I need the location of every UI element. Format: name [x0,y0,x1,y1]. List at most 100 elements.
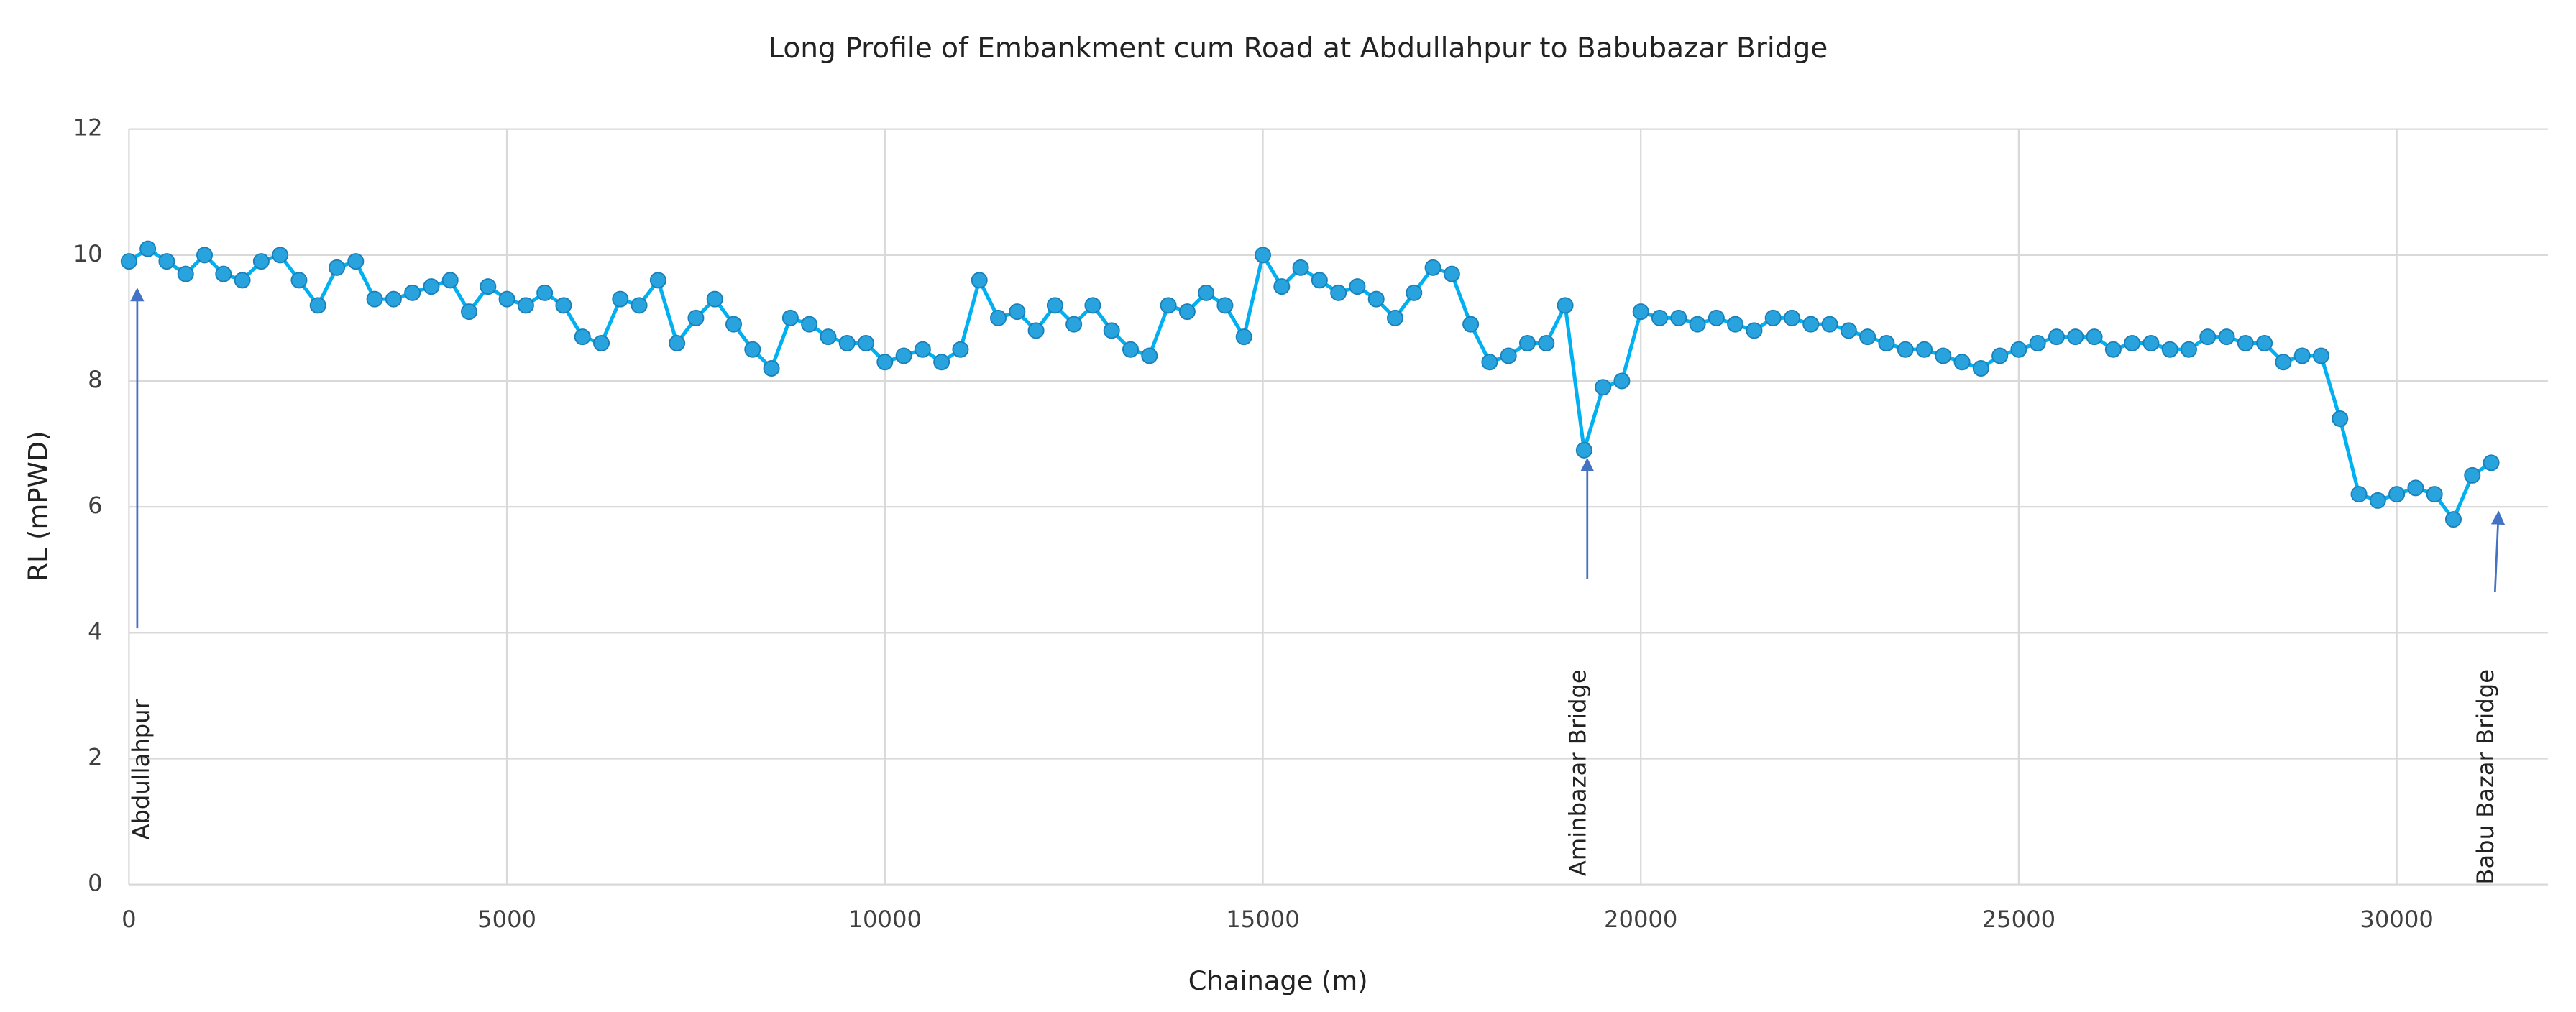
data-point [498,290,515,308]
data-point [1727,316,1744,333]
data-point [763,359,780,377]
data-point [309,297,326,314]
data-point [2256,334,2273,351]
data-point [1424,259,1441,276]
data-point [1103,322,1120,339]
data-point [1953,354,1971,371]
data-point [215,265,232,282]
data-point [1557,297,1574,314]
data-point [838,334,856,351]
data-point [536,284,554,301]
data-point [669,334,686,351]
arrow [2490,510,2506,592]
x-axis-title: Chainage (m) [1188,965,1368,996]
data-point [234,272,251,289]
data-point [404,284,421,301]
plot [120,240,2500,528]
data-point [971,272,988,289]
data-point [1311,272,1328,289]
data-point [2426,486,2443,503]
data-point [1764,309,1782,326]
data-point [1235,328,1252,346]
data-point [593,334,610,351]
data-point [555,297,572,314]
data-point [2010,341,2027,358]
data-point [1915,341,1933,358]
x-tick-label: 0 [122,906,136,933]
data-point [1651,309,1668,326]
data-point [1538,334,1555,351]
data-point [1009,303,1026,321]
data-point [1027,322,1045,339]
chart-title: Long Profile of Embankment cum Road at A… [768,32,1828,65]
data-point [725,316,743,333]
data-point [1783,309,1800,326]
x-tick-label: 10000 [848,906,922,933]
data-point [2048,328,2065,346]
data-point [2029,334,2046,351]
data-point [1708,309,1725,326]
data-point [876,354,894,371]
data-point [385,290,402,308]
data-point [1878,334,1895,351]
data-point [120,253,137,270]
data-point [574,328,591,346]
y-tick-label: 0 [88,870,102,897]
data-point [366,290,383,308]
y-tick-label: 12 [73,114,103,142]
data-point [461,303,478,321]
y-tick-label: 10 [73,240,103,267]
data-point [914,341,931,358]
data-point [687,309,705,326]
data-point [2388,486,2406,503]
data-point [990,309,1007,326]
annotation: Aminbazar Bridge [1564,669,1591,876]
data-point [290,272,308,289]
data-point [1991,347,2009,364]
data-point [858,334,875,351]
data-point [1065,316,1083,333]
data-point [1859,328,1876,346]
data-point [1500,347,1517,364]
data-point [1840,322,1857,339]
data-point [2237,334,2254,351]
data-point [2067,328,2084,346]
data-point [2332,410,2349,428]
data-point [895,347,912,364]
data-point [329,259,346,276]
data-point [1160,297,1177,314]
data-point [1443,265,1460,282]
annotations: Abdullahpur Aminbazar Bridge Babu Bazar … [127,287,2506,885]
y-tick-label: 2 [88,743,102,770]
data-point [2104,341,2122,358]
data-point [517,297,534,314]
data-point [1178,303,1196,321]
data-point [706,290,723,308]
data-point [2199,328,2217,346]
y-tick-label: 8 [88,366,102,393]
data-point [2142,334,2160,351]
data-point [1575,441,1592,459]
grid: 0 2 4 6 8 10 12 0 5000 10000 15000 20000 25000 30000 [73,114,2548,933]
data-point [1084,297,1101,314]
data-point [933,354,950,371]
y-tick-label: 4 [88,617,102,645]
data-point [252,253,270,270]
data-point [347,253,365,270]
data-point [2464,466,2481,484]
data-point [1255,247,1271,264]
data-point [1046,297,1063,314]
data-point [1462,316,1480,333]
data-point [2369,492,2386,509]
data-point [1386,309,1403,326]
data-point [2161,341,2178,358]
data-point [2293,347,2311,364]
data-point [2218,328,2235,346]
data-point [801,316,818,333]
data-point [1141,347,1158,364]
data-point [158,253,175,270]
data-point [1802,316,1820,333]
data-point [1821,316,1838,333]
data-point [1746,322,1763,339]
